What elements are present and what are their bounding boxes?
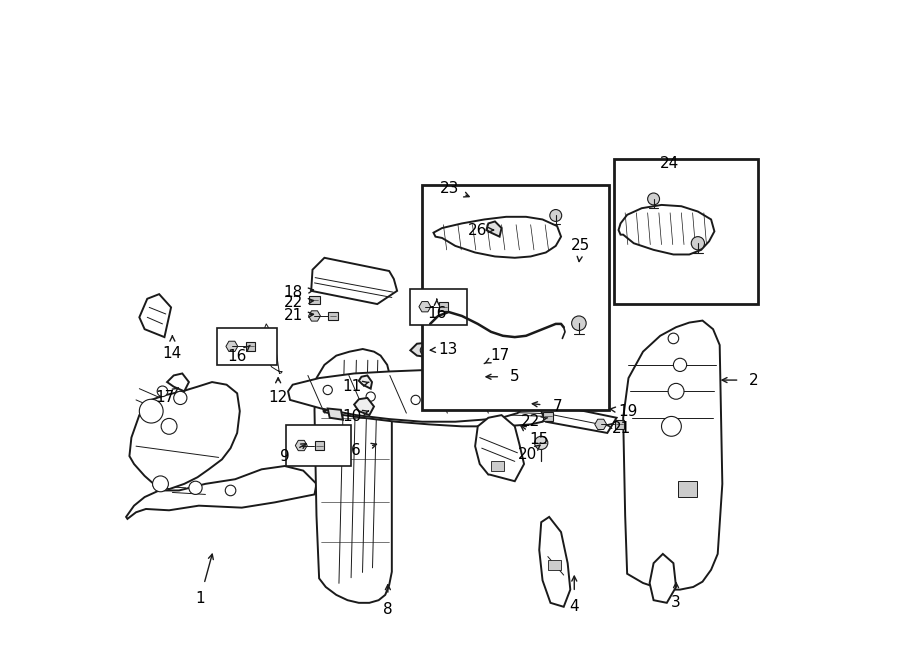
Bar (410, 289, 466, 325)
Text: 22: 22 (284, 295, 303, 310)
Circle shape (323, 385, 332, 395)
Polygon shape (615, 420, 624, 429)
Text: 14: 14 (163, 346, 182, 361)
Text: 7: 7 (553, 399, 562, 414)
Circle shape (225, 485, 236, 496)
Polygon shape (515, 389, 541, 408)
Circle shape (457, 395, 466, 405)
Text: 4: 4 (570, 600, 579, 614)
Circle shape (668, 333, 679, 344)
Text: 24: 24 (660, 157, 680, 171)
Circle shape (523, 393, 534, 403)
Text: 12: 12 (268, 391, 288, 405)
Circle shape (161, 418, 177, 434)
Bar (614, 159, 758, 304)
Polygon shape (543, 412, 553, 421)
Polygon shape (311, 258, 397, 304)
Bar (678, 481, 697, 497)
Polygon shape (475, 415, 524, 481)
Circle shape (535, 436, 548, 449)
Circle shape (572, 316, 586, 330)
Polygon shape (439, 303, 448, 311)
Text: 10: 10 (343, 409, 362, 424)
Text: 21: 21 (284, 309, 303, 323)
Text: 16: 16 (228, 350, 247, 364)
Circle shape (662, 416, 681, 436)
Text: 19: 19 (619, 404, 638, 418)
Text: 15: 15 (529, 432, 549, 447)
Text: 16: 16 (428, 307, 446, 321)
Bar (548, 560, 561, 570)
Polygon shape (295, 440, 307, 451)
Text: 21: 21 (612, 421, 632, 436)
Polygon shape (310, 296, 320, 304)
Bar (217, 328, 277, 365)
Polygon shape (418, 301, 431, 312)
Text: 3: 3 (671, 596, 681, 610)
Text: 6: 6 (351, 444, 361, 458)
Text: 20: 20 (518, 447, 537, 462)
Text: 13: 13 (438, 342, 458, 356)
Polygon shape (315, 442, 324, 449)
Polygon shape (246, 342, 255, 350)
Polygon shape (595, 419, 607, 430)
Polygon shape (359, 375, 372, 389)
Polygon shape (328, 408, 343, 420)
Polygon shape (623, 321, 723, 590)
Polygon shape (314, 349, 392, 603)
Polygon shape (539, 517, 571, 607)
Polygon shape (288, 370, 528, 422)
Circle shape (411, 395, 420, 405)
Polygon shape (167, 373, 189, 391)
Polygon shape (140, 294, 171, 337)
Bar (422, 185, 608, 410)
Text: 9: 9 (280, 449, 290, 463)
Polygon shape (226, 341, 238, 352)
Polygon shape (328, 312, 338, 320)
Circle shape (673, 358, 687, 371)
Polygon shape (460, 349, 487, 367)
Polygon shape (130, 382, 239, 489)
Circle shape (140, 399, 163, 423)
Circle shape (189, 481, 202, 494)
Polygon shape (355, 398, 374, 415)
Text: 2: 2 (749, 373, 759, 387)
Polygon shape (486, 221, 501, 237)
Text: 5: 5 (510, 369, 519, 384)
Polygon shape (410, 342, 438, 358)
Circle shape (158, 386, 167, 397)
Text: 18: 18 (284, 285, 303, 299)
Polygon shape (650, 554, 676, 603)
Circle shape (174, 391, 187, 405)
Polygon shape (323, 402, 551, 426)
Bar (286, 425, 351, 466)
Text: 11: 11 (343, 379, 362, 394)
Text: 22: 22 (521, 414, 540, 429)
Text: 26: 26 (468, 223, 488, 237)
Polygon shape (618, 205, 715, 254)
Polygon shape (309, 311, 320, 321)
Polygon shape (434, 217, 561, 258)
Text: 23: 23 (440, 181, 460, 196)
Polygon shape (541, 403, 616, 433)
Circle shape (420, 346, 429, 355)
Circle shape (691, 237, 705, 250)
Text: 1: 1 (195, 591, 205, 605)
Bar (491, 461, 504, 471)
Circle shape (648, 193, 660, 205)
Text: 17: 17 (155, 391, 174, 405)
Text: 17: 17 (490, 348, 509, 363)
Text: 8: 8 (383, 602, 392, 617)
Polygon shape (126, 466, 317, 519)
Circle shape (366, 392, 375, 401)
Circle shape (550, 210, 562, 221)
Circle shape (497, 395, 506, 405)
Circle shape (153, 476, 168, 492)
Circle shape (668, 383, 684, 399)
Text: 25: 25 (572, 239, 590, 253)
